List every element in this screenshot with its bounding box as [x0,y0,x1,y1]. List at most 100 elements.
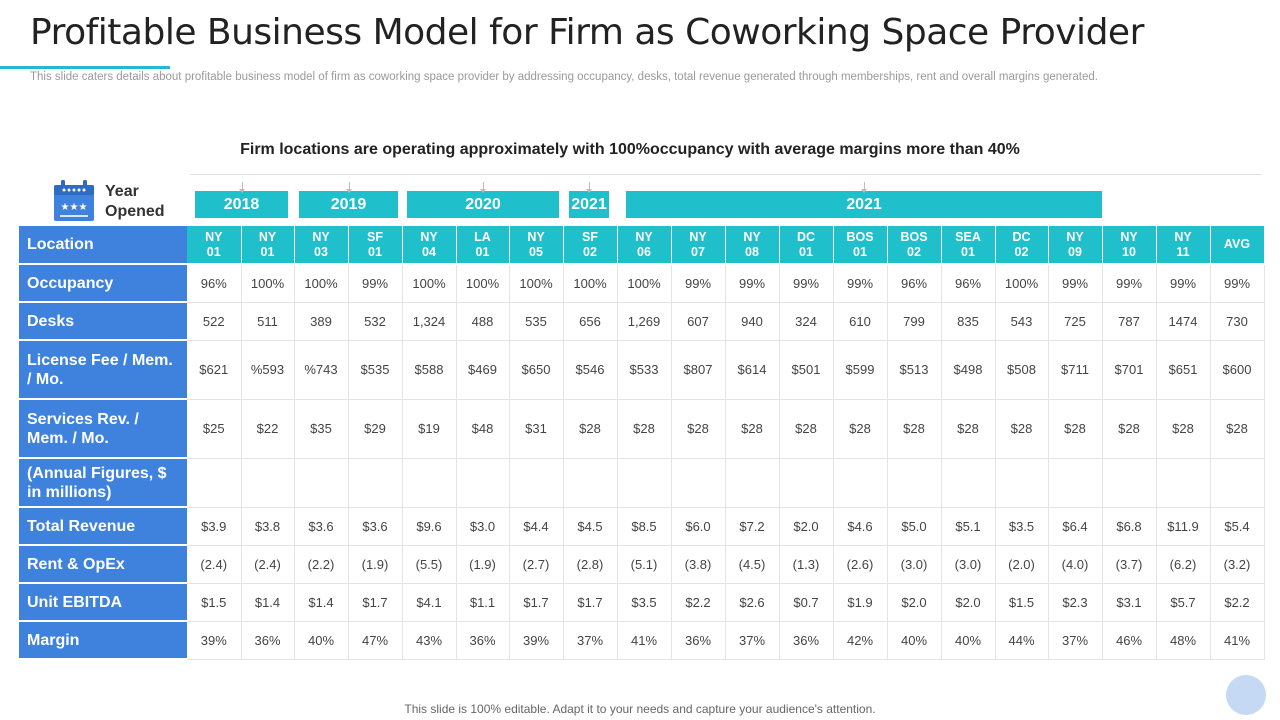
table-cell: 522 [187,302,242,341]
year-group-2021: 2021 [569,191,609,218]
table-cell: (3.7) [1102,545,1157,584]
row-label: Services Rev. / Mem. / Mo. [19,399,187,459]
table-cell: $28 [617,399,672,459]
table-cell: 36% [671,621,726,660]
decorative-circle [1226,675,1266,715]
table-cell: $5.0 [887,507,942,546]
table-cell: 100% [995,264,1049,303]
year-pointer [346,182,352,193]
table-cell: (3.8) [671,545,726,584]
table-cell: $25 [187,399,242,459]
svg-text:★★★: ★★★ [61,202,88,213]
table-cell: $2.2 [671,583,726,622]
table-cell: $651 [1156,340,1211,400]
table-cell: (3.2) [1210,545,1265,584]
row-label: Margin [19,621,187,660]
table-cell: (5.5) [402,545,457,584]
table-cell: (6.2) [1156,545,1211,584]
table-cell: 48% [1156,621,1211,660]
table-cell: %593 [241,340,295,400]
table-cell: 543 [995,302,1049,341]
table-cell: 46% [1102,621,1157,660]
slide-title: Profitable Business Model for Firm as Co… [30,12,1144,53]
table-cell: %743 [294,340,349,400]
table-cell: 96% [187,264,242,303]
table-cell: 36% [779,621,834,660]
table-cell: $711 [1048,340,1103,400]
table-cell: 100% [456,264,510,303]
table-cell: $28 [1048,399,1103,459]
table-cell: 99% [833,264,888,303]
table-cell: $28 [887,399,942,459]
table-cell: 39% [509,621,564,660]
location-header: LA 01LA01 [456,226,510,265]
table-cell: (3.0) [887,545,942,584]
table-cell: 610 [833,302,888,341]
location-header: NY 03NY03 [294,226,349,265]
table-cell: $2.3 [1048,583,1103,622]
year-opened-text: Year Opened [105,183,165,220]
table-cell: (4.5) [725,545,780,584]
table-cell: $28 [833,399,888,459]
table-cell: 99% [1210,264,1265,303]
table-cell: (2.2) [294,545,349,584]
row-label: Unit EBITDA [19,583,187,622]
row-label: Desks [19,302,187,341]
table-cell: 100% [617,264,672,303]
table-cell: 99% [671,264,726,303]
location-header: NY 10NY10 [1102,226,1157,265]
table-cell: $546 [563,340,618,400]
year-pointer [861,182,867,193]
table-cell [509,458,564,508]
table-cell: 96% [887,264,942,303]
table-cell: 940 [725,302,780,341]
year-group-2018: 2018 [195,191,288,218]
table-cell: $31 [509,399,564,459]
table-cell [402,458,457,508]
table-row: Occupancy 96% 100% 100% 99% 100% 100% 100% 100% 1… [19,264,1265,303]
table-cell: $513 [887,340,942,400]
row-label-location: Location [19,226,187,265]
year-group-2019: 2019 [299,191,398,218]
table-cell: $3.8 [241,507,295,546]
table-cell: $28 [725,399,780,459]
table-cell: $498 [941,340,996,400]
table-cell: $501 [779,340,834,400]
location-header: AVG [1210,226,1265,265]
row-label: (Annual Figures, $ in millions) [19,458,187,508]
table-cell: 99% [779,264,834,303]
table-cell: 535 [509,302,564,341]
table-cell: $7.2 [725,507,780,546]
table-cell [456,458,510,508]
table-cell: 100% [509,264,564,303]
table-cell: $3.9 [187,507,242,546]
table-cell: 99% [725,264,780,303]
slide-description: This slide caters details about profitab… [30,71,1098,83]
table-cell: 42% [833,621,888,660]
table-cell: 96% [941,264,996,303]
table-cell: 41% [1210,621,1265,660]
table-row: Desks 522 511 389 532 1,324 488 535 656 1,269 607 9… [19,302,1265,341]
table-cell: $1.5 [187,583,242,622]
table-cell: $1.7 [563,583,618,622]
table-cell [294,458,349,508]
table-cell: $1.4 [294,583,349,622]
table-cell: $469 [456,340,510,400]
table-row: Unit EBITDA $1.5 $1.4 $1.4 $1.7 $4.1 $1.1 $1.7 $… [19,583,1265,622]
table-subtitle: Firm locations are operating approximate… [240,141,1020,158]
table-row: Total Revenue $3.9 $3.8 $3.6 $3.6 $9.6 $3.0 $4.… [19,507,1265,546]
table-cell: $4.6 [833,507,888,546]
table-cell: 36% [456,621,510,660]
table-cell: $1.7 [348,583,403,622]
table-cell: 37% [725,621,780,660]
table-cell: $614 [725,340,780,400]
table-cell: $588 [402,340,457,400]
table-cell [563,458,618,508]
year-pointer [239,182,245,193]
table-cell [617,458,672,508]
table-cell: $2.0 [887,583,942,622]
table-cell: $11.9 [1156,507,1211,546]
table-cell: $28 [995,399,1049,459]
table-cell: $6.4 [1048,507,1103,546]
